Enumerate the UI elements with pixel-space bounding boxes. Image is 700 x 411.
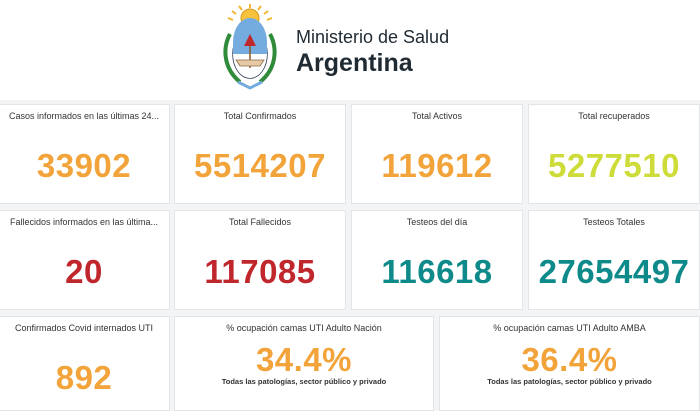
card-value: 119612 — [381, 147, 493, 184]
card-title: Testeos Totales — [583, 217, 645, 227]
card-value: 36.4% — [521, 341, 618, 378]
card-total-recuperados[interactable]: Total recuperados 5277510 — [528, 104, 700, 204]
card-total-fallecidos[interactable]: Total Fallecidos 117085 — [174, 210, 346, 310]
card-title: Casos informados en las últimas 24... — [8, 111, 160, 121]
card-value: 5514207 — [194, 147, 326, 184]
card-subtitle: Todas las patologías, sector público y p… — [487, 377, 652, 386]
card-title: Total recuperados — [578, 111, 650, 121]
header: Ministerio de Salud Argentina — [0, 0, 700, 100]
card-title: Confirmados Covid internados UTI — [14, 323, 154, 333]
ministry-name: Ministerio de Salud — [296, 27, 450, 47]
card-total-activos[interactable]: Total Activos 119612 — [351, 104, 523, 204]
card-title: Total Fallecidos — [228, 217, 292, 227]
card-value: 20 — [65, 253, 103, 290]
card-testeos-dia[interactable]: Testeos del día 116618 — [351, 210, 523, 310]
card-uti-nacion[interactable]: % ocupación camas UTI Adulto Nación 34.4… — [174, 316, 434, 411]
card-fallecidos-24h[interactable]: Fallecidos informados en las última... 2… — [0, 210, 170, 310]
card-total-confirmados[interactable]: Total Confirmados 5514207 — [174, 104, 346, 204]
card-value: 27654497 — [538, 253, 690, 290]
card-title: Fallecidos informados en las última... — [9, 217, 159, 227]
card-title: % ocupación camas UTI Adulto AMBA — [493, 323, 646, 333]
card-casos-24h[interactable]: Casos informados en las últimas 24... 33… — [0, 104, 170, 204]
ministry-title: Ministerio de Salud Argentina — [296, 26, 449, 78]
card-subtitle: Todas las patologías, sector público y p… — [221, 377, 387, 386]
card-value: 5277510 — [548, 147, 680, 184]
card-testeos-totales[interactable]: Testeos Totales 27654497 — [528, 210, 700, 310]
country-name: Argentina — [296, 49, 413, 77]
card-internados-uti[interactable]: Confirmados Covid internados UTI 892 — [0, 316, 170, 411]
card-value: 33902 — [36, 147, 132, 184]
card-title: Total Activos — [411, 111, 463, 121]
card-value: 117085 — [204, 253, 316, 290]
card-uti-amba[interactable]: % ocupación camas UTI Adulto AMBA 36.4% … — [439, 316, 700, 411]
card-title: Total Confirmados — [223, 111, 297, 121]
argentina-coat-of-arms-icon — [220, 4, 280, 92]
card-title: % ocupación camas UTI Adulto Nación — [226, 323, 382, 333]
card-value: 34.4% — [255, 341, 353, 378]
card-value: 116618 — [381, 253, 493, 290]
card-title: Testeos del día — [406, 217, 468, 227]
card-value: 892 — [55, 359, 113, 396]
